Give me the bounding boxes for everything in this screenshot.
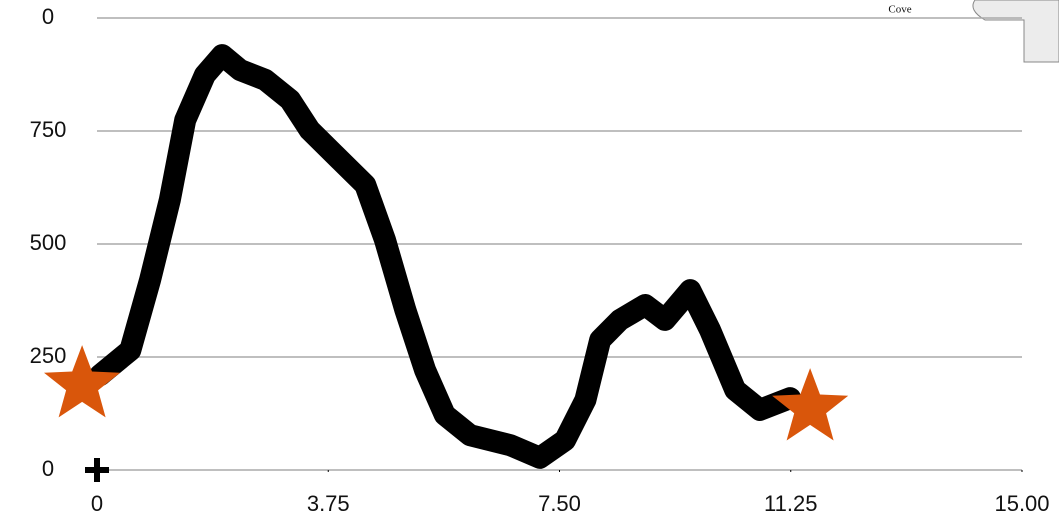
x-tick-label: 0 [91,491,103,516]
y-tick-label: 750 [30,117,67,142]
y-tick-label: 250 [30,343,67,368]
x-tick-label: 11.25 [764,491,817,516]
x-tick-label: 15.00 [994,491,1049,516]
x-tick-label: 7.50 [538,491,581,516]
profile-line [89,44,802,469]
x-tick-label: 3.75 [307,491,350,516]
origin-cross [85,458,109,482]
map-shape [972,0,1059,63]
y-tick-label: 500 [30,230,67,255]
endpoint-star [44,345,121,418]
y-tick-label: 0 [42,456,54,481]
y-tick-label: 0 [42,4,54,29]
endpoint-star [772,368,849,441]
annotation: Cove [888,4,911,16]
